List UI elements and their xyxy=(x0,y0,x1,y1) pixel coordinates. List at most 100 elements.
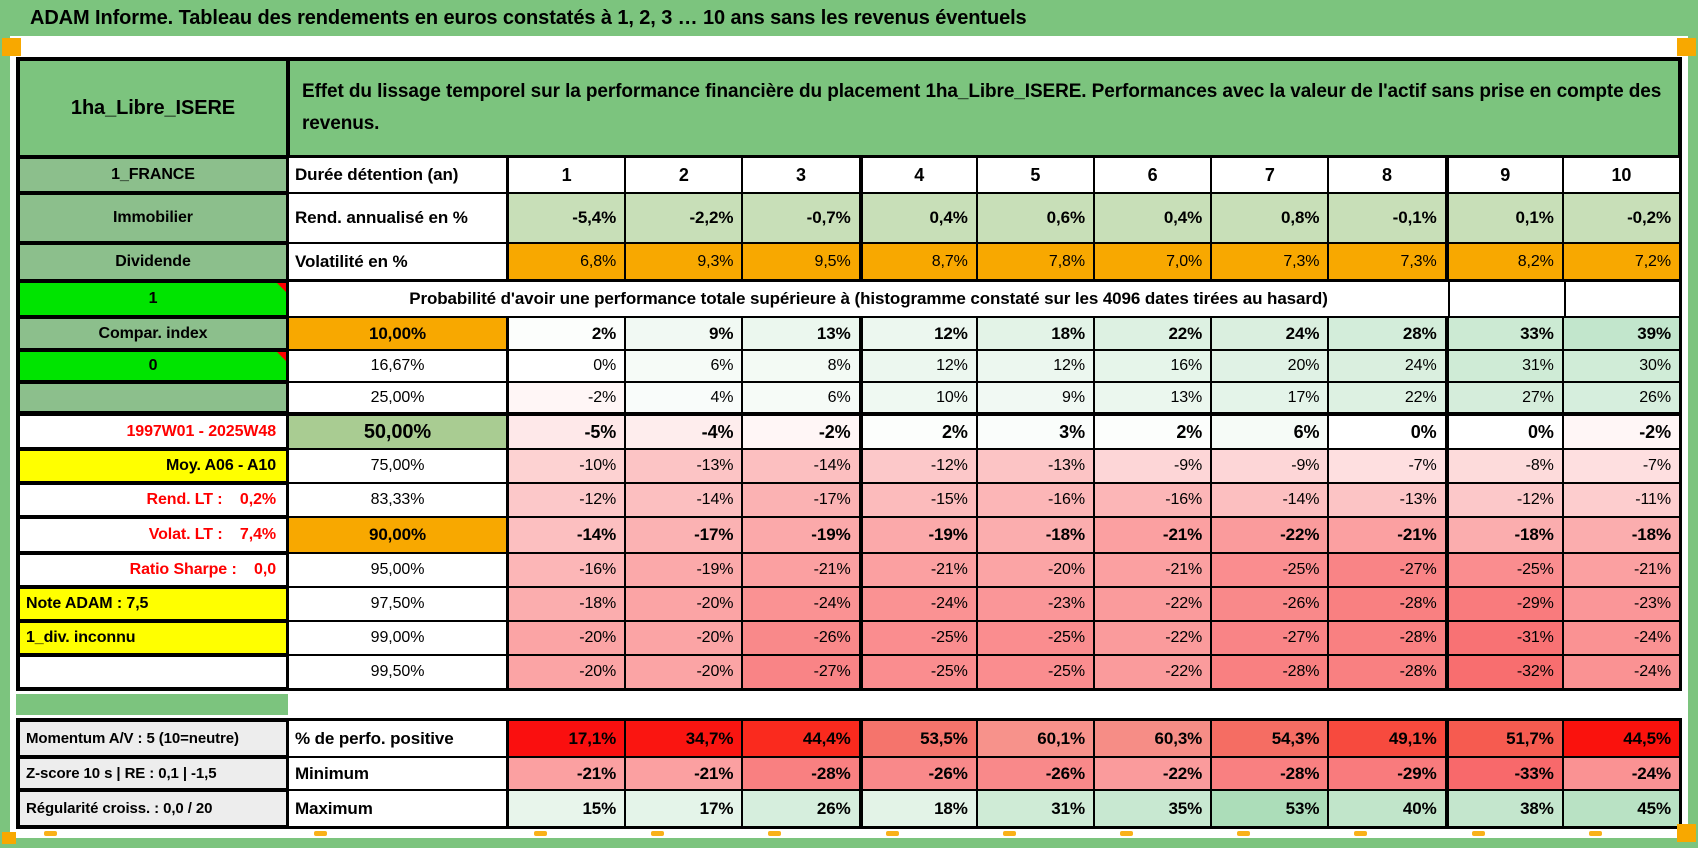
cell-p99-y7[interactable]: -27% xyxy=(1211,621,1329,655)
cell-perfo-y3[interactable]: 44,4% xyxy=(742,720,860,757)
cell-rend-y7[interactable]: 0,8% xyxy=(1211,193,1329,243)
cell-rend-y5[interactable]: 0,6% xyxy=(976,193,1094,243)
cell-p50-y2[interactable]: -4% xyxy=(625,413,743,449)
cell-years-y1[interactable]: 1 xyxy=(508,157,626,193)
cell-perfo-y6[interactable]: 60,3% xyxy=(1093,720,1212,757)
mid-p95[interactable]: 95,00% xyxy=(288,553,508,587)
cell-rend-y3[interactable]: -0,7% xyxy=(742,193,860,243)
cell-p90-y5[interactable]: -18% xyxy=(976,517,1094,553)
cell-p95-y7[interactable]: -25% xyxy=(1211,553,1329,587)
cell-p995-y2[interactable]: -20% xyxy=(625,655,743,689)
label-p50[interactable]: 1997W01 - 2025W48 xyxy=(18,413,288,449)
cell-p90-y4[interactable]: -19% xyxy=(859,517,977,553)
cell-p95-y4[interactable]: -21% xyxy=(859,553,977,587)
mid-rend[interactable]: Rend. annualisé en % xyxy=(288,193,508,243)
cell-p75-y10[interactable]: -7% xyxy=(1562,449,1680,483)
mid-p50[interactable]: 50,00% xyxy=(288,413,508,449)
label-p16[interactable]: 0 xyxy=(18,350,288,382)
mid-p75[interactable]: 75,00% xyxy=(288,449,508,483)
cell-p50-y4[interactable]: 2% xyxy=(859,413,977,449)
cell-p90-y1[interactable]: -14% xyxy=(508,517,626,553)
cell-min-y4[interactable]: -26% xyxy=(859,757,977,790)
cell-min-y2[interactable]: -21% xyxy=(625,757,743,790)
cell-perfo-y2[interactable]: 34,7% xyxy=(625,720,743,757)
label-p25[interactable] xyxy=(18,382,288,413)
cell-years-y8[interactable]: 8 xyxy=(1328,157,1446,193)
cell-p995-y9[interactable]: -32% xyxy=(1445,655,1563,689)
mid-years[interactable]: Durée détention (an) xyxy=(288,157,508,193)
cell-years-y5[interactable]: 5 xyxy=(976,157,1094,193)
probability-caption[interactable]: Probabilité d'avoir une performance tota… xyxy=(288,281,1449,317)
mid-volat[interactable]: Volatilité en % xyxy=(288,243,508,281)
cell-p83-y10[interactable]: -11% xyxy=(1562,483,1680,517)
cell-min-y3[interactable]: -28% xyxy=(742,757,860,790)
label-p90[interactable]: Volat. LT : 7,4% xyxy=(18,517,288,553)
cell-min-y1[interactable]: -21% xyxy=(508,757,626,790)
cell-p95-y10[interactable]: -21% xyxy=(1562,553,1680,587)
cell-perfo-y5[interactable]: 60,1% xyxy=(976,720,1094,757)
cell-p75-y1[interactable]: -10% xyxy=(508,449,626,483)
cell-p10-y3[interactable]: 13% xyxy=(742,317,860,350)
mid-p995[interactable]: 99,50% xyxy=(288,655,508,689)
mid-p99[interactable]: 99,00% xyxy=(288,621,508,655)
cell-p16-y4[interactable]: 12% xyxy=(859,350,977,382)
cell-p995-y5[interactable]: -25% xyxy=(976,655,1094,689)
cell-proba-tail1[interactable] xyxy=(1449,281,1565,317)
cell-p50-y9[interactable]: 0% xyxy=(1445,413,1563,449)
cell-rend-y9[interactable]: 0,1% xyxy=(1445,193,1563,243)
cell-p16-y9[interactable]: 31% xyxy=(1445,350,1563,382)
label-p97[interactable]: Note ADAM : 7,5 xyxy=(18,587,288,621)
label-rend[interactable]: Immobilier xyxy=(18,193,288,243)
cell-p90-y2[interactable]: -17% xyxy=(625,517,743,553)
cell-p83-y5[interactable]: -16% xyxy=(976,483,1094,517)
cell-perfo-y4[interactable]: 53,5% xyxy=(859,720,977,757)
label-min[interactable]: Z-score 10 s | RE : 0,1 | -1,5 xyxy=(18,757,288,790)
cell-p75-y2[interactable]: -13% xyxy=(625,449,743,483)
mid-perfo[interactable]: % de perfo. positive xyxy=(288,720,508,757)
cell-p83-y6[interactable]: -16% xyxy=(1093,483,1212,517)
cell-years-y2[interactable]: 2 xyxy=(625,157,743,193)
cell-years-y6[interactable]: 6 xyxy=(1093,157,1212,193)
cell-p25-y5[interactable]: 9% xyxy=(976,382,1094,413)
cell-p10-y10[interactable]: 39% xyxy=(1562,317,1680,350)
cell-p25-y4[interactable]: 10% xyxy=(859,382,977,413)
cell-p95-y1[interactable]: -16% xyxy=(508,553,626,587)
cell-rend-y6[interactable]: 0,4% xyxy=(1093,193,1212,243)
mid-min[interactable]: Minimum xyxy=(288,757,508,790)
cell-p97-y8[interactable]: -28% xyxy=(1328,587,1446,621)
cell-p25-y10[interactable]: 26% xyxy=(1562,382,1680,413)
cell-p50-y5[interactable]: 3% xyxy=(976,413,1094,449)
cell-p995-y8[interactable]: -28% xyxy=(1328,655,1446,689)
cell-p99-y10[interactable]: -24% xyxy=(1562,621,1680,655)
cell-p50-y3[interactable]: -2% xyxy=(742,413,860,449)
cell-p83-y4[interactable]: -15% xyxy=(859,483,977,517)
cell-p995-y1[interactable]: -20% xyxy=(508,655,626,689)
cell-max-y3[interactable]: 26% xyxy=(742,790,860,827)
cell-perfo-y8[interactable]: 49,1% xyxy=(1328,720,1446,757)
cell-p25-y1[interactable]: -2% xyxy=(508,382,626,413)
cell-p10-y5[interactable]: 18% xyxy=(976,317,1094,350)
cell-p995-y3[interactable]: -27% xyxy=(742,655,860,689)
cell-max-y2[interactable]: 17% xyxy=(625,790,743,827)
cell-p16-y10[interactable]: 30% xyxy=(1562,350,1680,382)
cell-p95-y3[interactable]: -21% xyxy=(742,553,860,587)
cell-min-y7[interactable]: -28% xyxy=(1211,757,1329,790)
cell-p83-y7[interactable]: -14% xyxy=(1211,483,1329,517)
cell-p95-y5[interactable]: -20% xyxy=(976,553,1094,587)
cell-p90-y8[interactable]: -21% xyxy=(1328,517,1446,553)
cell-p10-y2[interactable]: 9% xyxy=(625,317,743,350)
cell-p16-y7[interactable]: 20% xyxy=(1211,350,1329,382)
cell-min-y6[interactable]: -22% xyxy=(1093,757,1212,790)
cell-years-y7[interactable]: 7 xyxy=(1211,157,1329,193)
cell-p50-y10[interactable]: -2% xyxy=(1562,413,1680,449)
cell-p99-y9[interactable]: -31% xyxy=(1445,621,1563,655)
cell-rend-y2[interactable]: -2,2% xyxy=(625,193,743,243)
cell-p97-y1[interactable]: -18% xyxy=(508,587,626,621)
cell-max-y4[interactable]: 18% xyxy=(859,790,977,827)
label-p10[interactable]: Compar. index xyxy=(18,317,288,350)
label-years[interactable]: 1_FRANCE xyxy=(18,157,288,193)
mid-p83[interactable]: 83,33% xyxy=(288,483,508,517)
cell-perfo-y9[interactable]: 51,7% xyxy=(1445,720,1563,757)
cell-max-y9[interactable]: 38% xyxy=(1445,790,1563,827)
cell-p75-y5[interactable]: -13% xyxy=(976,449,1094,483)
